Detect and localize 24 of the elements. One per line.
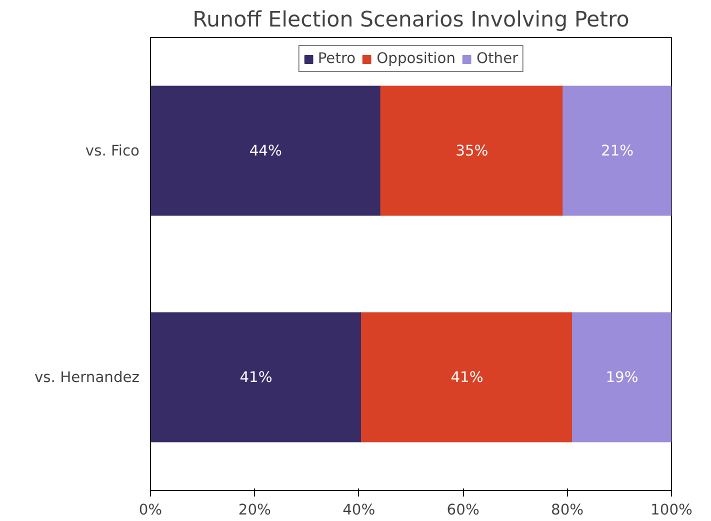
data-label: 41% (240, 368, 272, 386)
bar (150, 86, 382, 216)
chart-title: Runoff Election Scenarios Involving Petro (192, 8, 630, 32)
bar (361, 312, 574, 442)
x-tick-label: 0% (138, 502, 162, 518)
legend-label: Opposition (376, 50, 456, 67)
bar (380, 86, 564, 216)
data-label: 41% (450, 368, 484, 386)
x-tick-label: 60% (446, 502, 480, 518)
data-label: 44% (249, 142, 282, 160)
x-tick-label: 100% (650, 502, 693, 518)
data-label: 19% (606, 368, 638, 386)
data-label: 21% (601, 142, 634, 160)
bar (572, 312, 672, 442)
y-tick-label: vs. Fico (85, 142, 140, 160)
legend-label: Other (476, 50, 518, 67)
x-tick-label: 80% (551, 502, 584, 518)
y-tick-label: vs. Hernandez (34, 368, 140, 386)
bar (562, 86, 672, 216)
bar (150, 312, 362, 442)
x-tick-label: 40% (342, 502, 376, 518)
data-label: 35% (456, 142, 488, 160)
x-tick-label: 20% (238, 502, 272, 518)
legend-label: Petro (318, 50, 356, 67)
